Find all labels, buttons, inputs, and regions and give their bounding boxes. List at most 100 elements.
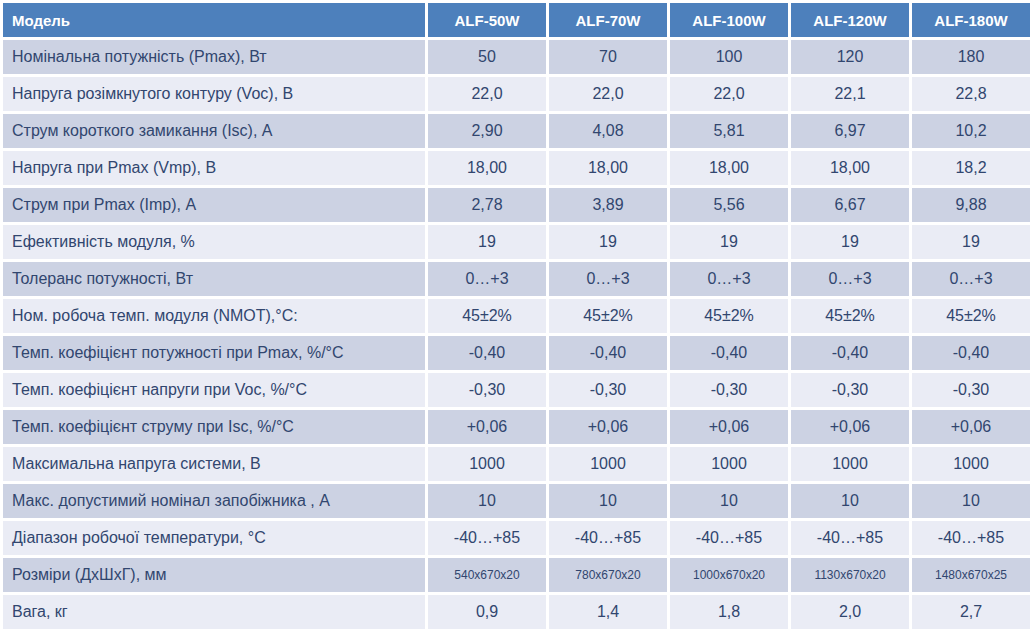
row-label: Діапазон робочої температури, °С bbox=[3, 521, 425, 555]
spec-value: 19 bbox=[549, 225, 667, 259]
spec-value: 10 bbox=[549, 484, 667, 518]
spec-value: 19 bbox=[912, 225, 1030, 259]
spec-value: 0…+3 bbox=[670, 262, 788, 296]
spec-value: -0,40 bbox=[670, 336, 788, 370]
spec-value: -0,40 bbox=[549, 336, 667, 370]
spec-value: 22,8 bbox=[912, 77, 1030, 111]
spec-value: 1130x670x20 bbox=[791, 558, 909, 592]
row-label: Вага, кг bbox=[3, 595, 425, 629]
spec-value: 1000 bbox=[912, 447, 1030, 481]
model-header-4: ALF-120W bbox=[791, 3, 909, 37]
spec-row-15: Розміри (ДхШхГ), мм540x670x20780x670x201… bbox=[3, 558, 1030, 592]
spec-value: 0,9 bbox=[428, 595, 546, 629]
spec-row-3: Струм короткого замикання (Isc), А2,904,… bbox=[3, 114, 1030, 148]
spec-value: -0,30 bbox=[670, 373, 788, 407]
row-label: Темп. коефіцієнт потужності при Pmax, %/… bbox=[3, 336, 425, 370]
spec-value: -40…+85 bbox=[912, 521, 1030, 555]
spec-value: 1000 bbox=[791, 447, 909, 481]
spec-value: 19 bbox=[428, 225, 546, 259]
spec-table-body: Номінальна потужність (Pmax), Вт50701001… bbox=[3, 40, 1030, 629]
spec-value: +0,06 bbox=[912, 410, 1030, 444]
spec-value: 120 bbox=[791, 40, 909, 74]
row-label: Макс. допустимий номінал запобіжника , А bbox=[3, 484, 425, 518]
spec-row-14: Діапазон робочої температури, °С-40…+85-… bbox=[3, 521, 1030, 555]
spec-value: 1,8 bbox=[670, 595, 788, 629]
spec-value: 18,2 bbox=[912, 151, 1030, 185]
spec-value: 10,2 bbox=[912, 114, 1030, 148]
spec-value: 100 bbox=[670, 40, 788, 74]
spec-value: 10 bbox=[791, 484, 909, 518]
spec-value: 10 bbox=[428, 484, 546, 518]
spec-value: 1480x670x25 bbox=[912, 558, 1030, 592]
spec-value: 1000 bbox=[428, 447, 546, 481]
spec-row-2: Напруга розімкнутого контуру (Voc), В22,… bbox=[3, 77, 1030, 111]
spec-value: 50 bbox=[428, 40, 546, 74]
spec-value: 10 bbox=[912, 484, 1030, 518]
spec-value: 45±2% bbox=[791, 299, 909, 333]
solar-module-spec-page: Модель ALF-50WALF-70WALF-100WALF-120WALF… bbox=[0, 0, 1033, 630]
spec-value: 780x670x20 bbox=[549, 558, 667, 592]
spec-value: 45±2% bbox=[549, 299, 667, 333]
row-label: Толеранс потужності, Вт bbox=[3, 262, 425, 296]
spec-value: 18,00 bbox=[791, 151, 909, 185]
spec-value: -0,30 bbox=[549, 373, 667, 407]
spec-value: 180 bbox=[912, 40, 1030, 74]
spec-value: 19 bbox=[670, 225, 788, 259]
spec-row-7: Толеранс потужності, Вт0…+30…+30…+30…+30… bbox=[3, 262, 1030, 296]
spec-value: 2,7 bbox=[912, 595, 1030, 629]
spec-value: 0…+3 bbox=[549, 262, 667, 296]
spec-value: -40…+85 bbox=[428, 521, 546, 555]
spec-value: +0,06 bbox=[791, 410, 909, 444]
spec-value: -0,40 bbox=[912, 336, 1030, 370]
spec-value: 9,88 bbox=[912, 188, 1030, 222]
model-header-5: ALF-180W bbox=[912, 3, 1030, 37]
spec-value: 22,1 bbox=[791, 77, 909, 111]
spec-value: 1000x670x20 bbox=[670, 558, 788, 592]
spec-value: 6,97 bbox=[791, 114, 909, 148]
spec-value: 70 bbox=[549, 40, 667, 74]
spec-value: 1000 bbox=[670, 447, 788, 481]
spec-row-6: Ефективність модуля, %1919191919 bbox=[3, 225, 1030, 259]
spec-value: +0,06 bbox=[549, 410, 667, 444]
spec-value: -40…+85 bbox=[670, 521, 788, 555]
row-label: Струм короткого замикання (Isc), А bbox=[3, 114, 425, 148]
row-label: Напруга розімкнутого контуру (Voc), В bbox=[3, 77, 425, 111]
spec-value: 1,4 bbox=[549, 595, 667, 629]
spec-value: -0,30 bbox=[428, 373, 546, 407]
spec-value: 22,0 bbox=[670, 77, 788, 111]
spec-value: 5,56 bbox=[670, 188, 788, 222]
row-label: Номінальна потужність (Pmax), Вт bbox=[3, 40, 425, 74]
spec-value: 2,78 bbox=[428, 188, 546, 222]
spec-row-13: Макс. допустимий номінал запобіжника , А… bbox=[3, 484, 1030, 518]
spec-value: 3,89 bbox=[549, 188, 667, 222]
spec-value: -40…+85 bbox=[791, 521, 909, 555]
spec-value: -0,40 bbox=[428, 336, 546, 370]
spec-row-10: Темп. коефіцієнт напруги при Voc, %/°С-0… bbox=[3, 373, 1030, 407]
model-header-1: ALF-50W bbox=[428, 3, 546, 37]
spec-value: 0…+3 bbox=[791, 262, 909, 296]
spec-value: 19 bbox=[791, 225, 909, 259]
header-row: Модель ALF-50WALF-70WALF-100WALF-120WALF… bbox=[3, 3, 1030, 37]
spec-row-11: Темп. коефіцієнт струму при Isc, %/°С +0,… bbox=[3, 410, 1030, 444]
row-label: Темп. коефіцієнт струму при Isc, %/°С bbox=[3, 410, 425, 444]
spec-row-12: Максимальна напруга системи, В1000100010… bbox=[3, 447, 1030, 481]
row-label: Ном. робоча темп. модуля (NMOT),°С: bbox=[3, 299, 425, 333]
spec-value: 10 bbox=[670, 484, 788, 518]
spec-value: 6,67 bbox=[791, 188, 909, 222]
spec-value: 22,0 bbox=[428, 77, 546, 111]
spec-value: 18,00 bbox=[670, 151, 788, 185]
row-label: Розміри (ДхШхГ), мм bbox=[3, 558, 425, 592]
spec-table: Модель ALF-50WALF-70WALF-100WALF-120WALF… bbox=[0, 0, 1033, 630]
spec-value: +0,06 bbox=[670, 410, 788, 444]
spec-value: 1000 bbox=[549, 447, 667, 481]
spec-value: 18,00 bbox=[549, 151, 667, 185]
row-label: Максимальна напруга системи, В bbox=[3, 447, 425, 481]
spec-row-1: Номінальна потужність (Pmax), Вт50701001… bbox=[3, 40, 1030, 74]
spec-value: 540x670x20 bbox=[428, 558, 546, 592]
spec-value: 18,00 bbox=[428, 151, 546, 185]
spec-value: 2,0 bbox=[791, 595, 909, 629]
row-label: Струм при Pmax (Imp), А bbox=[3, 188, 425, 222]
spec-row-4: Напруга при Pmax (Vmp), В18,0018,0018,00… bbox=[3, 151, 1030, 185]
spec-row-5: Струм при Pmax (Imp), А2,783,895,566,679… bbox=[3, 188, 1030, 222]
spec-value: 5,81 bbox=[670, 114, 788, 148]
